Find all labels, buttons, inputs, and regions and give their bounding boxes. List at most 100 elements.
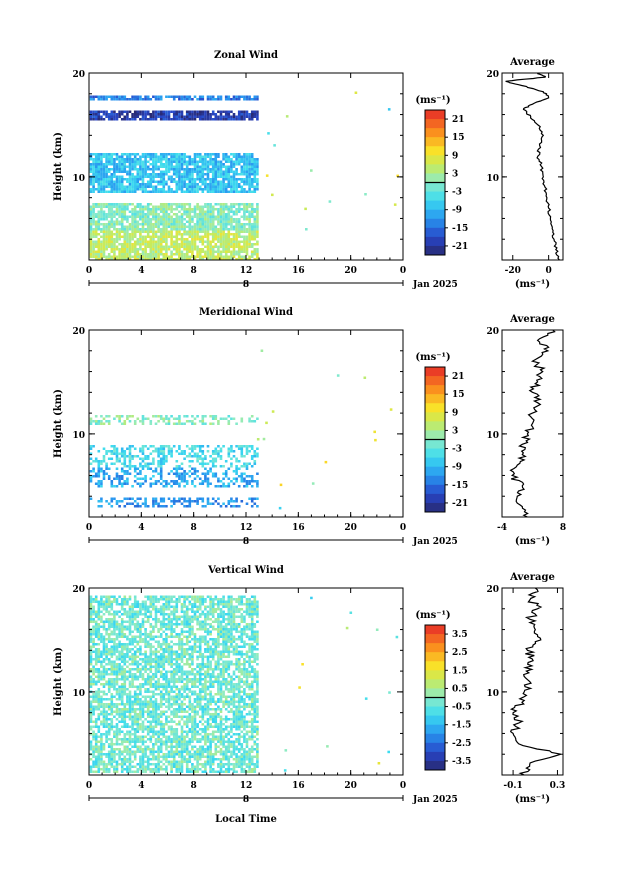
heatmap-cell <box>152 160 155 163</box>
colorbar-segment <box>425 376 445 386</box>
heatmap-cell <box>193 417 197 420</box>
heatmap-cell <box>115 670 119 673</box>
heatmap-cell <box>224 188 228 191</box>
heatmap-cell <box>185 243 189 246</box>
heatmap-cell <box>149 720 153 723</box>
heatmap-cell <box>196 168 199 171</box>
heatmap-cell <box>162 153 166 156</box>
heatmap-cell <box>245 170 249 173</box>
heatmap-cell <box>211 208 215 211</box>
heatmap-cell <box>152 95 155 98</box>
heatmap-cell <box>128 233 132 236</box>
heatmap-cell <box>100 245 103 248</box>
heatmap-cell <box>141 482 145 485</box>
heatmap-cell <box>198 175 202 178</box>
heatmap-cell <box>115 188 119 191</box>
heatmap-cell <box>141 218 145 221</box>
heatmap-cell <box>110 113 114 116</box>
heatmap-cell <box>248 183 251 186</box>
panel-title: Vertical Wind <box>207 565 284 576</box>
heatmap-cell <box>256 248 259 251</box>
heatmap-cell <box>175 175 179 178</box>
heatmap-cell <box>219 98 223 101</box>
heatmap-cell <box>206 190 210 193</box>
heatmap-cell <box>198 223 202 226</box>
heatmap-cell <box>126 733 129 736</box>
heatmap-cell <box>162 638 166 641</box>
heatmap-cell <box>139 630 142 633</box>
heatmap-cell <box>144 768 147 771</box>
heatmap-cell <box>227 98 231 101</box>
heatmap-cell <box>185 482 189 485</box>
heatmap-cell <box>253 502 257 505</box>
heatmap-cell <box>235 160 238 163</box>
heatmap-cell <box>126 648 129 651</box>
heatmap-cell <box>222 205 225 208</box>
heatmap-cell <box>105 740 108 743</box>
heatmap-cell <box>126 715 129 718</box>
heatmap-cell <box>222 245 225 248</box>
heatmap-cell <box>154 175 158 178</box>
colorbar-tick-label: 3 <box>452 426 458 436</box>
heatmap-cell <box>178 233 181 236</box>
heatmap-cell <box>89 713 93 716</box>
heatmap-cell <box>123 660 127 663</box>
heatmap-cell <box>243 95 246 98</box>
heatmap-cell <box>172 245 176 248</box>
heatmap-cell <box>100 240 103 243</box>
heatmap-cell <box>235 98 238 101</box>
heatmap-cell <box>191 228 194 231</box>
heatmap-cell <box>141 638 145 641</box>
heatmap-cell <box>188 95 192 98</box>
heatmap-cell <box>256 215 259 218</box>
heatmap-cell <box>107 610 111 613</box>
heatmap-cell <box>115 628 119 631</box>
heatmap-cell <box>224 208 228 211</box>
heatmap-cell <box>198 258 202 260</box>
heatmap-cell <box>120 618 124 621</box>
heatmap-cell <box>154 250 158 253</box>
heatmap-cell <box>196 183 199 186</box>
heatmap-cell <box>224 95 228 98</box>
heatmap-cell <box>235 235 238 238</box>
heatmap-cell <box>245 230 249 233</box>
heatmap-cell <box>149 190 153 193</box>
heatmap-cell <box>165 250 168 253</box>
heatmap-cell <box>94 228 98 231</box>
heatmap-cell <box>141 710 145 713</box>
heatmap-cell <box>102 228 106 231</box>
heatmap-cell <box>193 118 197 121</box>
heatmap-cell <box>97 472 101 475</box>
heatmap-cell <box>165 253 168 256</box>
heatmap-cell <box>188 220 192 223</box>
heatmap-cell <box>92 620 95 623</box>
heatmap-cell <box>146 183 150 186</box>
heatmap-cell <box>159 710 163 713</box>
heatmap-cell <box>107 673 111 676</box>
heatmap-cell <box>92 630 95 633</box>
heatmap-cell <box>209 113 212 116</box>
heatmap-cell <box>178 417 181 420</box>
heatmap-cell <box>107 175 111 178</box>
heatmap-cell <box>128 175 132 178</box>
heatmap-cell <box>227 422 231 425</box>
heatmap-cell <box>126 482 129 485</box>
heatmap-cell <box>201 170 205 173</box>
heatmap-cell <box>178 178 181 181</box>
heatmap-cell <box>250 115 254 118</box>
heatmap-cell <box>89 95 93 98</box>
heatmap-cell <box>89 658 93 661</box>
heatmap-cell <box>136 173 140 176</box>
heatmap-cell <box>227 235 231 238</box>
heatmap-cell <box>110 480 114 483</box>
heatmap-cell <box>211 457 215 460</box>
heatmap-cell <box>120 455 124 458</box>
heatmap-cell <box>94 633 98 636</box>
heatmap-cell <box>245 115 249 118</box>
heatmap-cell <box>172 203 176 206</box>
heatmap-cell <box>232 505 236 508</box>
heatmap-cell <box>102 613 106 616</box>
heatmap-cell <box>133 740 137 743</box>
heatmap-cell <box>126 670 129 673</box>
heatmap-cell <box>170 470 173 473</box>
